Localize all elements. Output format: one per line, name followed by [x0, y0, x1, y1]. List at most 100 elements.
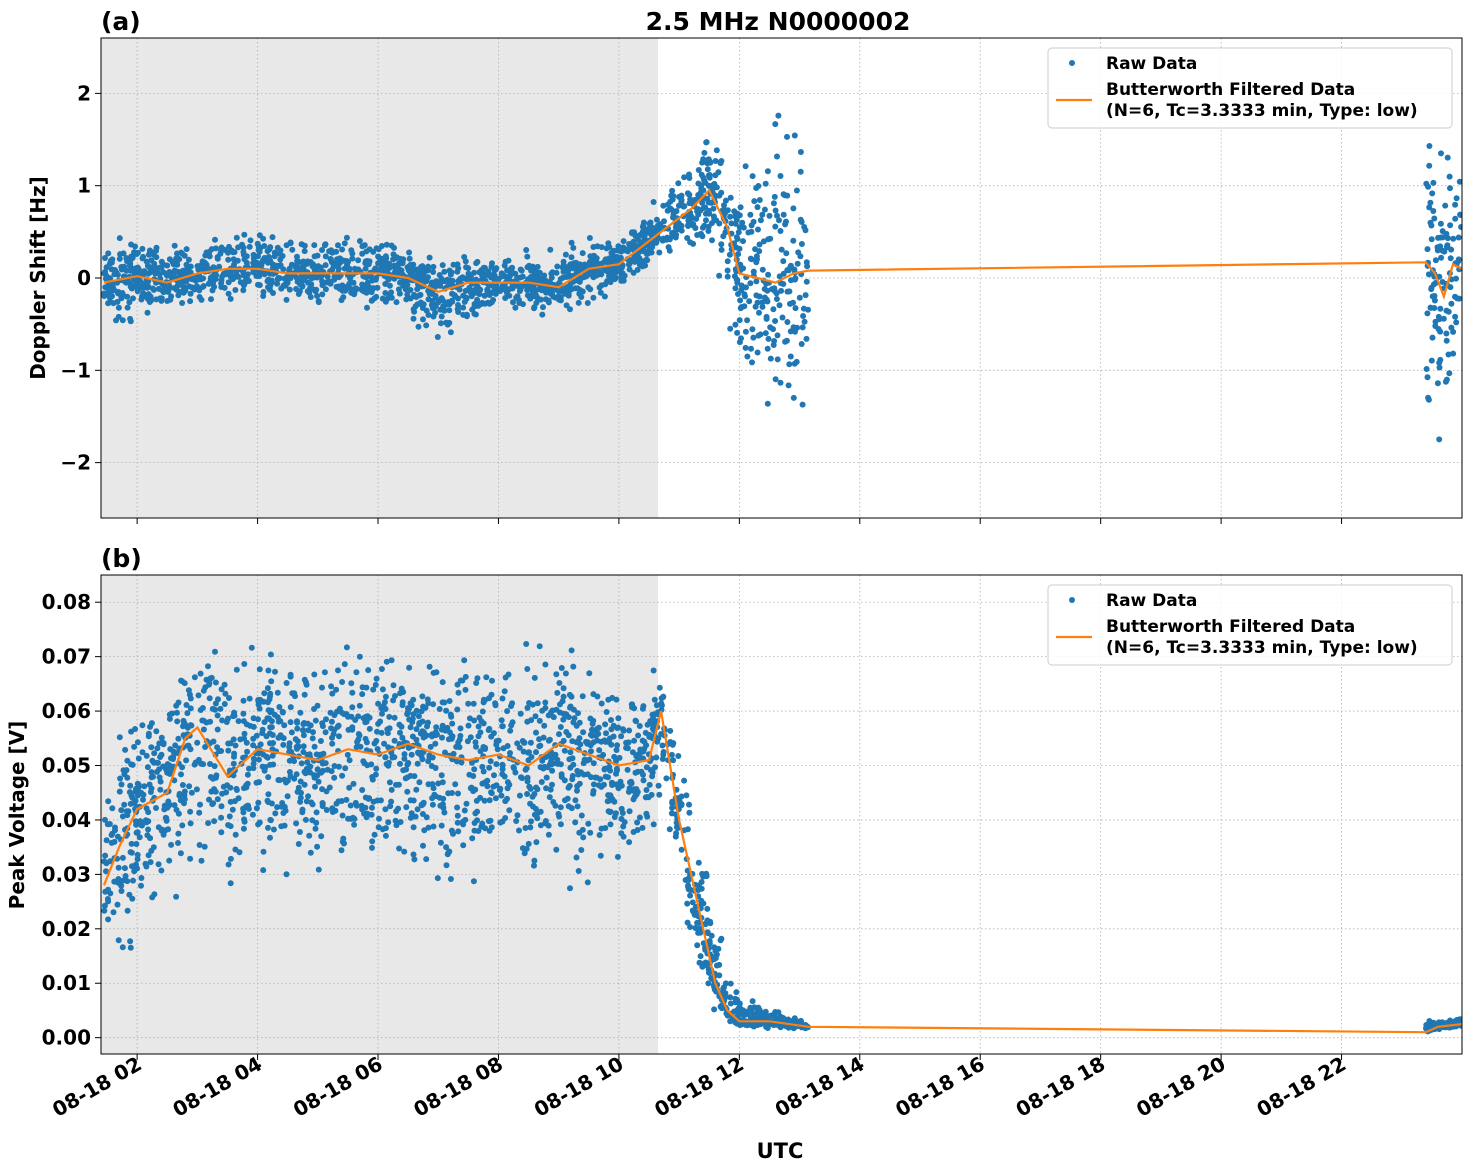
panel-b-y-tick-label: 0.07: [42, 645, 91, 669]
panel-b-raw-data-point: [611, 814, 618, 820]
panel-b-raw-data-point: [480, 720, 487, 727]
panel-a-raw-data-point: [644, 226, 651, 233]
panel-b-raw-data-point: [150, 773, 156, 780]
panel-a-raw-data-point: [217, 250, 224, 257]
panel-b-raw-data-point: [310, 729, 316, 736]
panel-b-raw-data-point: [449, 720, 456, 727]
panel-b-raw-data-point: [440, 795, 447, 802]
panel-b-raw-data-point: [472, 739, 479, 746]
panel-b-raw-data-point: [655, 782, 662, 789]
panel-a-raw-data-point: [764, 168, 771, 175]
panel-a-raw-data-point: [339, 246, 346, 253]
panel-a-raw-data-point: [698, 171, 705, 178]
panel-a-raw-data-point: [115, 304, 122, 311]
panel-b-raw-data-point: [643, 810, 650, 817]
x-tick-label: 08-18 02: [48, 1052, 146, 1122]
panel-a-raw-data-point: [618, 264, 625, 271]
panel-a-raw-data-point: [454, 268, 461, 275]
panel-a-raw-data-point: [191, 286, 198, 293]
panel-a-raw-data-point: [315, 263, 322, 270]
panel-a-raw-data-point: [1452, 215, 1459, 222]
panel-b-raw-data-point: [175, 830, 182, 837]
panel-a-raw-data-point: [482, 300, 489, 307]
panel-b-raw-data-point: [186, 783, 193, 790]
panel-b-raw-data-point: [157, 786, 164, 793]
panel-b-raw-data-point: [264, 685, 271, 692]
panel-a-raw-data-point: [775, 112, 782, 119]
panel-a-raw-data-point: [772, 318, 779, 324]
panel-a-raw-data-point: [124, 304, 131, 311]
panel-b-raw-data-point: [423, 856, 430, 863]
panel-b-raw-data-point: [454, 681, 461, 688]
panel-b-raw-data-point: [382, 806, 389, 813]
panel-b-raw-data-point: [429, 801, 436, 808]
panel-a-raw-data-point: [601, 293, 608, 300]
panel-b-raw-data-point: [605, 696, 612, 703]
panel-a-raw-data-point: [759, 299, 766, 306]
panel-b-raw-data-point: [371, 831, 378, 838]
panel-a-raw-data-point: [770, 342, 777, 348]
panel-b-label: (b): [101, 544, 142, 573]
panel-a-raw-data-point: [762, 180, 769, 187]
panel-b-raw-data-point: [336, 733, 342, 740]
panel-a-raw-data-point: [750, 268, 757, 275]
panel-a-raw-data-point: [441, 268, 448, 275]
panel-a-raw-data-point: [604, 268, 611, 275]
panel-a-y-tick-label: −1: [60, 358, 91, 382]
panel-b-raw-data-point: [568, 647, 575, 654]
panel-a-raw-data-point: [371, 295, 378, 302]
panel-a-raw-data-point: [644, 251, 650, 258]
panel-a-raw-data-point: [1437, 305, 1444, 312]
panel-b-raw-data-point: [138, 822, 145, 828]
panel-b-raw-data-point: [552, 751, 559, 758]
panel-b-raw-data-point: [280, 741, 287, 748]
panel-a-raw-data-point: [607, 279, 614, 286]
panel-b-raw-data-point: [531, 862, 537, 869]
panel-a-raw-data-point: [694, 232, 701, 238]
panel-b-raw-data-point: [582, 756, 589, 763]
panel-a-raw-data-point: [462, 287, 469, 294]
panel-b-raw-data-point: [127, 938, 134, 945]
panel-b-raw-data-point: [299, 806, 306, 813]
panel-b-raw-data-point: [615, 715, 622, 722]
panel-b-raw-data-point: [403, 804, 410, 811]
panel-b-raw-data-point: [401, 755, 408, 762]
panel-b-raw-data-point: [514, 812, 521, 819]
panel-b-raw-data-point: [596, 832, 603, 838]
panel-b-raw-data-point: [385, 759, 392, 766]
panel-a-raw-data-point: [359, 281, 366, 288]
panel-a-raw-data-point: [390, 251, 397, 258]
panel-a-raw-data-point: [419, 278, 426, 285]
panel-b-raw-data-point: [177, 850, 184, 857]
panel-b-y-tick-label: 0.06: [42, 699, 91, 723]
panel-b-raw-data-point: [388, 786, 395, 793]
panel-b-raw-data-point: [486, 764, 493, 771]
panel-a-raw-data-point: [471, 269, 478, 276]
panel-b-raw-data-point: [274, 689, 281, 696]
panel-a-raw-data-point: [798, 219, 805, 225]
panel-a-raw-data-point: [1453, 195, 1460, 202]
panel-a-raw-data-point: [240, 249, 247, 255]
panel-b-raw-data-point: [411, 856, 418, 863]
panel-a-raw-data-point: [740, 224, 747, 231]
panel-a-raw-data-point: [267, 244, 274, 251]
panel-b-raw-data-point: [381, 740, 388, 747]
panel-a-raw-data-point: [1436, 359, 1443, 366]
panel-b-raw-data-point: [447, 711, 454, 718]
panel-a-raw-data-point: [207, 277, 214, 283]
panel-b-raw-data-point: [114, 901, 121, 908]
panel-b-raw-data-point: [561, 777, 568, 784]
panel-b-raw-data-point: [413, 736, 420, 743]
panel-b-raw-data-point: [492, 795, 499, 802]
panel-b-raw-data-point: [429, 754, 436, 761]
panel-b-raw-data-point: [314, 772, 321, 779]
panel-a-y-tick-label: 0: [77, 266, 91, 290]
panel-b-raw-data-point: [143, 752, 150, 759]
panel-b-raw-data-point: [267, 724, 274, 731]
panel-b-raw-data-point: [124, 878, 131, 885]
panel-a-raw-data-point: [755, 226, 761, 233]
panel-b-raw-data-point: [330, 731, 337, 737]
x-tick-label: 08-18 08: [409, 1052, 507, 1122]
panel-a-raw-data-point: [778, 246, 785, 253]
panel-a-raw-data-point: [703, 139, 710, 146]
